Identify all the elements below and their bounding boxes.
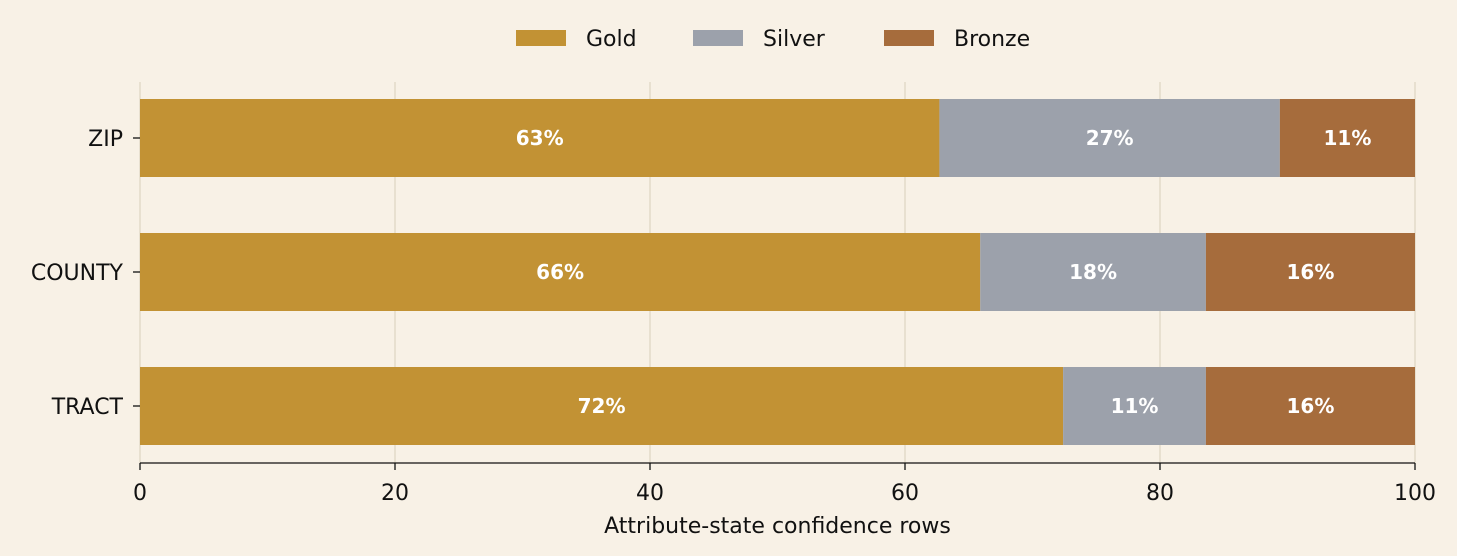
x-axis: 0 20 40 60 80 100 <box>133 462 1436 506</box>
x-tick-label: 0 <box>133 481 147 506</box>
data-label: 16% <box>1287 394 1335 418</box>
legend: Gold Silver Bronze <box>516 27 1030 52</box>
data-label: 66% <box>536 260 584 284</box>
x-tick-label: 80 <box>1146 481 1174 506</box>
x-tick-label: 100 <box>1394 481 1436 506</box>
bars <box>140 99 1415 445</box>
x-tick-label: 20 <box>381 481 409 506</box>
x-tick-label: 40 <box>636 481 664 506</box>
x-tick-label: 60 <box>891 481 919 506</box>
bar-bronze-tract <box>1205 367 1415 445</box>
legend-label: Bronze <box>954 27 1030 52</box>
bar-bronze-county <box>1205 233 1415 311</box>
bar-silver-county <box>980 233 1206 311</box>
data-label: 11% <box>1111 394 1159 418</box>
x-axis-title: Attribute-state confidence rows <box>604 514 951 539</box>
legend-swatch-silver <box>693 30 743 46</box>
legend-swatch-bronze <box>884 30 934 46</box>
legend-label: Silver <box>763 27 826 52</box>
category-label: COUNTY <box>31 261 124 286</box>
bar-bronze-zip <box>1279 99 1415 177</box>
bar-gold-county <box>140 233 981 311</box>
data-label: 72% <box>578 394 626 418</box>
data-label: 16% <box>1287 260 1335 284</box>
data-label: 27% <box>1086 126 1134 150</box>
bar-gold-tract <box>140 367 1064 445</box>
legend-label: Gold <box>586 27 637 52</box>
bar-silver-tract <box>1063 367 1206 445</box>
legend-swatch-gold <box>516 30 566 46</box>
category-label: TRACT <box>51 395 124 420</box>
category-label: ZIP <box>88 127 123 152</box>
data-label: 63% <box>516 126 564 150</box>
data-labels: 63% 27% 11% 66% 18% 16% 72% 11% 16% <box>516 126 1372 418</box>
bar-gold-zip <box>140 99 940 177</box>
y-axis: ZIP COUNTY TRACT <box>31 127 140 420</box>
bar-silver-zip <box>939 99 1280 177</box>
data-label: 18% <box>1069 260 1117 284</box>
data-label: 11% <box>1323 126 1371 150</box>
